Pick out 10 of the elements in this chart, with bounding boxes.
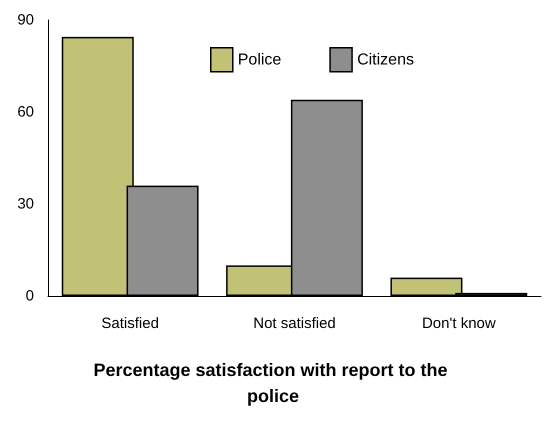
y-tick-label: 60: [17, 104, 34, 120]
x-tick-label: Satisfied: [101, 315, 159, 332]
text: Percentage satisfaction with report to the police: [93, 360, 453, 406]
legend-label: Citizens: [357, 51, 414, 68]
x-tick-label: Not satisfied: [253, 315, 336, 332]
x-tick-label: Don't know: [422, 315, 496, 332]
legend-label: Police: [238, 51, 282, 68]
y-tick-label: 90: [17, 12, 34, 28]
y-tick-label: 30: [17, 196, 34, 212]
y-tick-label: 0: [26, 288, 34, 304]
